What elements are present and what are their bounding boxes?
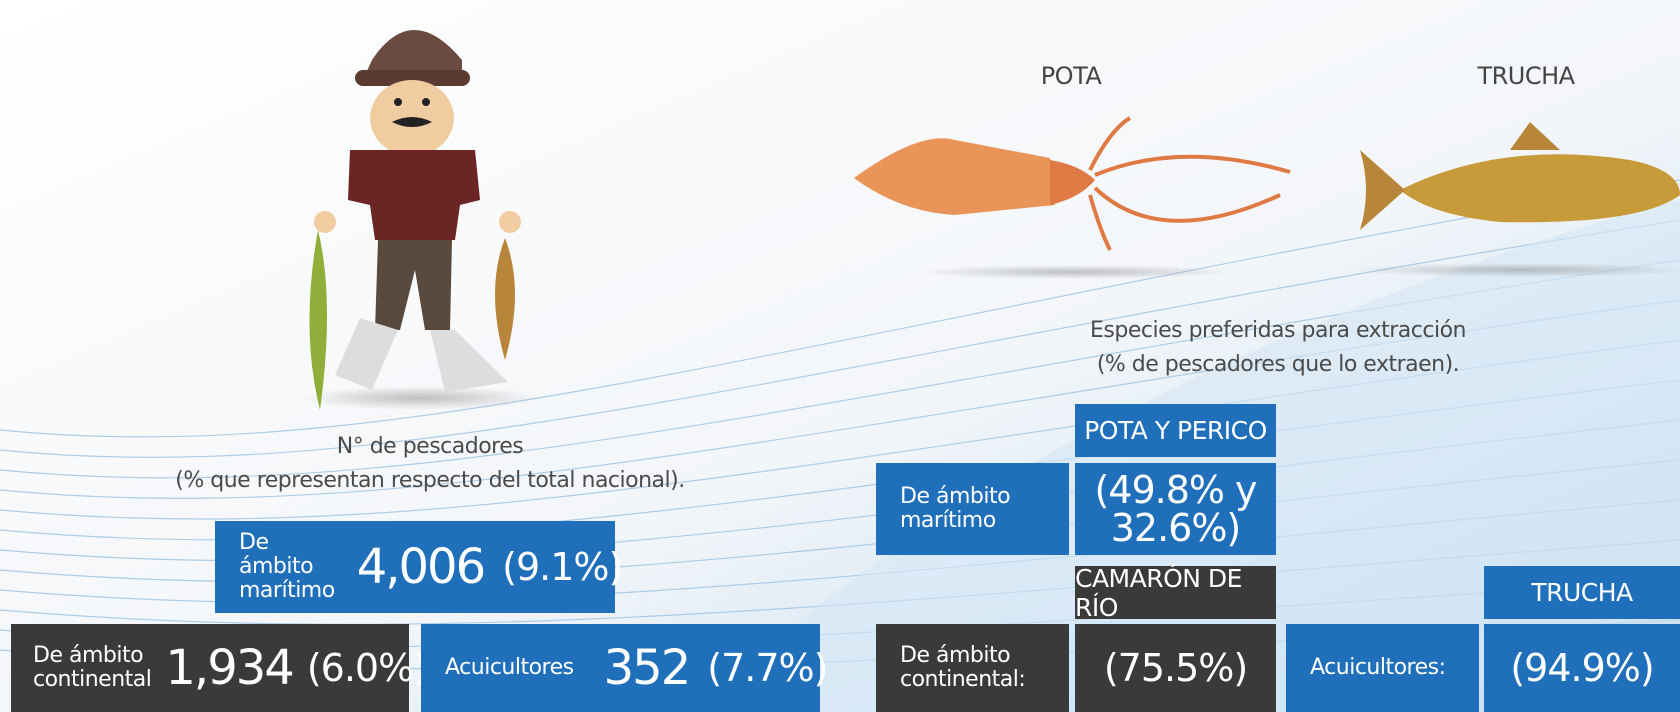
share-box: (94.9%) — [1484, 624, 1680, 712]
box-share: (6.0%) — [307, 646, 427, 690]
label-line: De ámbito — [900, 485, 1010, 509]
image-label: TRUCHA — [1455, 62, 1597, 90]
species-header: CAMARÓN DE RÍO — [1075, 566, 1276, 619]
caption-line: (% que representan respecto del total na… — [130, 464, 730, 498]
box-share: (7.7%) — [707, 646, 827, 690]
image-label: POTA — [1000, 62, 1142, 90]
label-line: De ámbito — [900, 644, 1025, 668]
box-value: 1,934 — [165, 640, 292, 696]
share-line: 32.6%) — [1094, 509, 1256, 547]
label-line: marítimo — [239, 579, 335, 603]
species-header: POTA Y PERICO — [1075, 404, 1276, 457]
box-value: 352 — [604, 640, 690, 696]
box-share: (9.1%) — [502, 545, 622, 589]
box-label: Acuicultores: — [1310, 656, 1446, 680]
caption-line: (% de pescadores que lo extraen). — [1000, 348, 1556, 382]
share-box: (75.5%) — [1075, 624, 1276, 712]
label-line: continental: — [900, 668, 1025, 692]
caption-line: N° de pescadores — [130, 430, 730, 464]
label-line: marítimo — [900, 509, 1010, 533]
stat-box: Acuicultores 352 (7.7%) — [421, 624, 820, 712]
species-header: TRUCHA — [1484, 566, 1680, 619]
species-caption: Especies preferidas para extracción (% d… — [1000, 314, 1556, 382]
label-line: continental — [33, 668, 151, 692]
page: POTA TRUCHA N° de pescadores (% que repr… — [0, 0, 1680, 712]
box-value: 4,006 — [357, 539, 484, 595]
share-line: (49.8% y — [1094, 471, 1256, 509]
row-label: Acuicultores: — [1286, 624, 1479, 712]
caption-line: Especies preferidas para extracción — [1000, 314, 1556, 348]
box-label: Acuicultores — [445, 656, 574, 680]
label-line: De ámbito — [239, 531, 335, 579]
label-line: De ámbito — [33, 644, 151, 668]
fishermen-caption: N° de pescadores (% que representan resp… — [130, 430, 730, 498]
